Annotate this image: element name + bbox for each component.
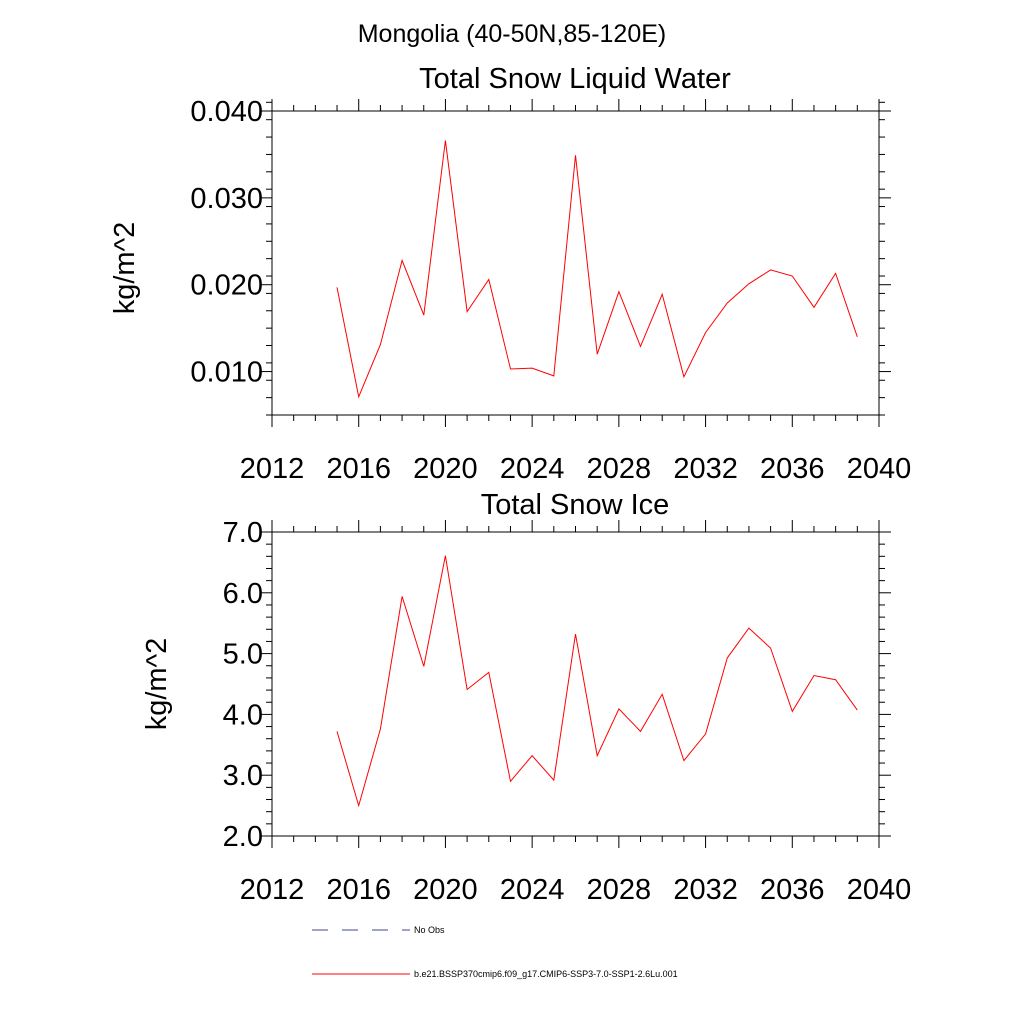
x-tick-labels: 2012 2016 2020 2024 2028 2032 2036 2040	[240, 874, 912, 906]
x-tick-label: 2040	[847, 874, 912, 906]
y-axis-label: kg/m^2	[109, 222, 141, 315]
x-tick-label: 2036	[760, 453, 825, 485]
x-tick-label: 2020	[413, 874, 478, 906]
panel-title: Total Snow Ice	[481, 489, 670, 521]
series-line	[336, 555, 858, 808]
legend-entry-model: b.e21.BSSP370cmip6.f09_g17.CMIP6-SSP3-7.…	[312, 969, 678, 979]
x-tick-label: 2028	[587, 453, 652, 485]
figure-title: Mongolia (40-50N,85-120E)	[358, 20, 667, 48]
y-tick-label: 0.030	[190, 183, 263, 215]
panel-snow-ice: Total Snow Ice kg/m^2 2012 2016 2020 2024 20…	[141, 489, 911, 906]
y-tick-label: 2.0	[223, 821, 263, 853]
x-tick-label: 2032	[673, 453, 738, 485]
y-axis-label: kg/m^2	[141, 638, 173, 731]
y-tick-label: 4.0	[223, 699, 263, 731]
legend-entry-no-obs: No Obs	[312, 925, 445, 935]
legend-label: No Obs	[414, 925, 445, 935]
y-tick-label: 0.010	[190, 357, 263, 389]
x-tick-label: 2012	[240, 874, 305, 906]
x-tick-label: 2012	[240, 453, 305, 485]
x-tick-labels: 2012 2016 2020 2024 2028 2032 2036 2040	[240, 453, 912, 485]
y-tick-labels: 0.010 0.020 0.030 0.040	[190, 96, 263, 389]
axis-ticks	[260, 520, 891, 848]
x-tick-label: 2024	[500, 874, 565, 906]
x-tick-label: 2028	[587, 874, 652, 906]
series-line	[336, 140, 858, 399]
panel-snow-liquid-water: Total Snow Liquid Water kg/m^2 2012 2016 2…	[109, 63, 911, 485]
axis-ticks	[260, 99, 891, 427]
data-lines	[336, 555, 858, 808]
y-tick-label: 0.020	[190, 270, 263, 302]
y-tick-label: 0.040	[190, 96, 263, 128]
y-tick-label: 6.0	[223, 578, 263, 610]
legend: No Obs b.e21.BSSP370cmip6.f09_g17.CMIP6-…	[312, 925, 678, 979]
y-tick-label: 3.0	[223, 760, 263, 792]
panel-title: Total Snow Liquid Water	[419, 63, 731, 95]
y-tick-label: 5.0	[223, 639, 263, 671]
x-tick-label: 2040	[847, 453, 912, 485]
x-tick-label: 2024	[500, 453, 565, 485]
x-tick-label: 2032	[673, 874, 738, 906]
x-tick-label: 2020	[413, 453, 478, 485]
x-tick-label: 2016	[326, 453, 391, 485]
data-lines	[336, 140, 858, 399]
x-tick-label: 2036	[760, 874, 825, 906]
y-tick-labels: 2.0 3.0 4.0 5.0 6.0 7.0	[223, 517, 263, 853]
x-tick-label: 2016	[326, 874, 391, 906]
legend-label: b.e21.BSSP370cmip6.f09_g17.CMIP6-SSP3-7.…	[414, 969, 678, 979]
y-tick-label: 7.0	[223, 517, 263, 549]
